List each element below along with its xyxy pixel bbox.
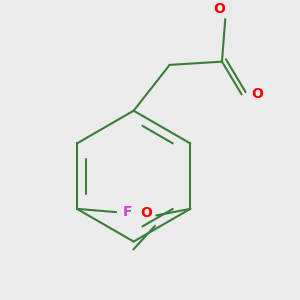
Text: O: O — [140, 206, 152, 220]
Text: F: F — [123, 205, 132, 219]
Text: O: O — [213, 2, 225, 16]
Text: O: O — [251, 87, 262, 101]
